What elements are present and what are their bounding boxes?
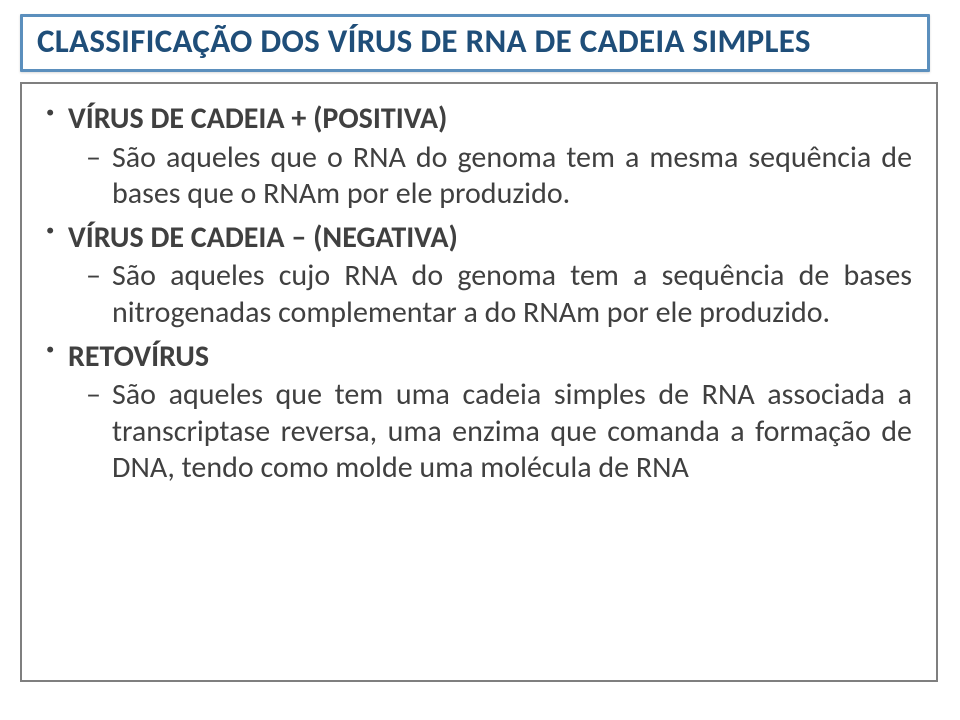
list-item: VÍRUS DE CADEIA + (POSITIVA) São aqueles… [68,100,912,213]
sub-list: São aqueles que o RNA do genoma tem a me… [68,140,912,213]
slide-title: CLASSIFICAÇÃO DOS VÍRUS DE RNA DE CADEIA… [37,23,913,59]
section-heading: VÍRUS DE CADEIA + (POSITIVA) [68,100,912,138]
sub-list: São aqueles cujo RNA do genoma tem a seq… [68,258,912,331]
section-heading: RETOVÍRUS [68,338,912,376]
section-body: São aqueles que tem uma cadeia simples d… [112,377,912,487]
title-box: CLASSIFICAÇÃO DOS VÍRUS DE RNA DE CADEIA… [20,14,930,72]
list-item: RETOVÍRUS São aqueles que tem uma cadeia… [68,338,912,487]
section-heading: VÍRUS DE CADEIA – (NEGATIVA) [68,219,912,257]
sub-list: São aqueles que tem uma cadeia simples d… [68,377,912,487]
bullet-list: VÍRUS DE CADEIA + (POSITIVA) São aqueles… [46,100,912,487]
slide: CLASSIFICAÇÃO DOS VÍRUS DE RNA DE CADEIA… [0,0,960,720]
list-item: VÍRUS DE CADEIA – (NEGATIVA) São aqueles… [68,219,912,332]
content-box: VÍRUS DE CADEIA + (POSITIVA) São aqueles… [20,82,938,682]
section-body: São aqueles cujo RNA do genoma tem a seq… [112,258,912,331]
section-body: São aqueles que o RNA do genoma tem a me… [112,140,912,213]
